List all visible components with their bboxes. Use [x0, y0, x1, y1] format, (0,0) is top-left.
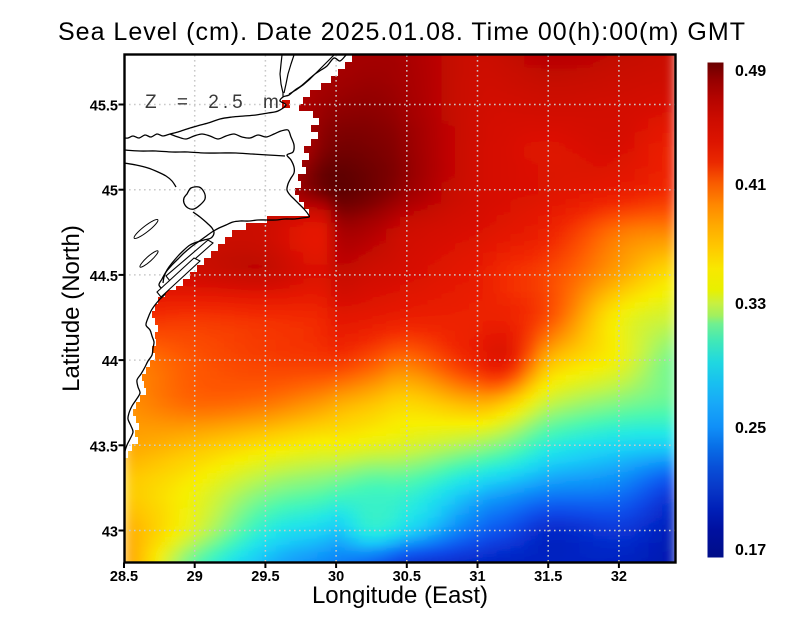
svg-text:29.5: 29.5 — [251, 569, 279, 585]
svg-text:0.49: 0.49 — [735, 63, 766, 80]
svg-text:43.5: 43.5 — [90, 439, 118, 455]
svg-text:44.5: 44.5 — [90, 269, 118, 285]
svg-text:Longitude (East): Longitude (East) — [312, 582, 488, 609]
svg-text:43: 43 — [102, 525, 118, 541]
svg-text:44: 44 — [102, 354, 118, 370]
svg-text:31.5: 31.5 — [534, 569, 562, 585]
svg-text:Z = 2.5 m: Z = 2.5 m — [145, 92, 283, 113]
svg-text:45: 45 — [102, 184, 118, 200]
svg-text:Latitude (North): Latitude (North) — [58, 225, 85, 392]
svg-text:0.33: 0.33 — [735, 296, 766, 313]
svg-text:0.25: 0.25 — [735, 420, 766, 437]
svg-text:31: 31 — [469, 569, 485, 585]
svg-text:45.5: 45.5 — [90, 99, 118, 115]
svg-text:Sea Level (cm). Date 2025.01.0: Sea Level (cm). Date 2025.01.08. Time 00… — [58, 18, 746, 46]
svg-text:32: 32 — [611, 569, 627, 585]
svg-text:30.5: 30.5 — [393, 569, 421, 585]
svg-text:0.17: 0.17 — [735, 542, 766, 559]
svg-text:29: 29 — [187, 569, 203, 585]
svg-text:30: 30 — [328, 569, 344, 585]
svg-text:0.41: 0.41 — [735, 177, 766, 194]
svg-text:28.5: 28.5 — [110, 569, 138, 585]
